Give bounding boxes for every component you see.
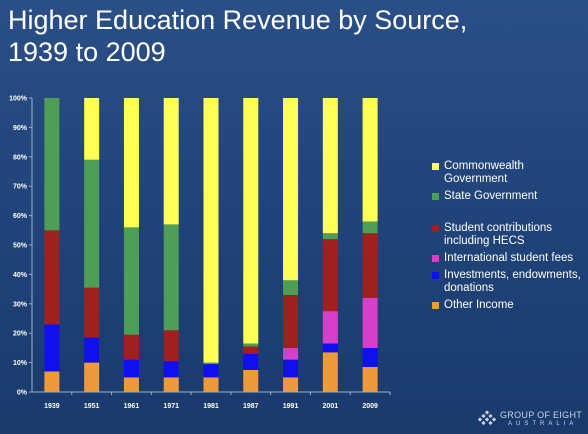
- bar-segment: [44, 371, 60, 392]
- y-tick-label: 10%: [13, 360, 28, 367]
- logo-subtext: AUSTRALIA: [508, 421, 578, 427]
- bar-segment: [243, 369, 259, 392]
- bar-segment: [123, 227, 139, 335]
- legend-label-student-contributions: Student contributions including HECS: [444, 222, 553, 247]
- bar-segment: [322, 311, 338, 344]
- bar-segment: [362, 98, 378, 222]
- x-tick-label: 1971: [163, 403, 179, 410]
- x-tick-label: 1939: [44, 403, 60, 410]
- legend-item-student-contributions: Student contributions including HECS: [432, 222, 588, 248]
- bar-segment: [243, 343, 259, 347]
- bar-segment: [123, 359, 139, 378]
- bar-segment: [44, 98, 60, 231]
- bar-segment: [203, 377, 219, 392]
- y-tick-label: 70%: [13, 184, 28, 191]
- bar-segment: [283, 294, 299, 348]
- legend-label-commonwealth: Commonwealth Government: [444, 160, 524, 185]
- bar-segment: [362, 347, 378, 368]
- x-tick-label: 2001: [323, 403, 339, 410]
- legend-swatch-international: [432, 255, 439, 262]
- x-tick-label: 1991: [283, 403, 299, 410]
- bar-segment: [163, 330, 179, 362]
- legend-label-international: International student fees: [444, 252, 574, 264]
- legend-swatch-student-contributions: [432, 225, 439, 232]
- x-axis-labels: 1939 1951 1961 1971 1981 1987 1991 2001 2009: [44, 403, 378, 410]
- bar-segment: [123, 334, 139, 360]
- bar-segment: [283, 377, 299, 392]
- legend-swatch-investments: [432, 272, 439, 279]
- bar-segment: [123, 377, 139, 392]
- y-tick-label: 80%: [13, 154, 28, 161]
- bar-segment: [322, 233, 338, 240]
- bar-segment: [84, 337, 100, 363]
- y-tick-label: 30%: [13, 301, 28, 308]
- legend-item-investments: Investments, endowments, donations: [432, 269, 588, 295]
- bar-segment: [44, 230, 60, 325]
- y-tick-label: 60%: [13, 213, 28, 220]
- bar-segment: [283, 280, 299, 295]
- bar-segment: [283, 347, 299, 360]
- legend-label-other-income: Other Income: [444, 299, 514, 311]
- legend-swatch-commonwealth: [432, 163, 439, 170]
- bar-segment: [243, 98, 259, 344]
- x-tick-label: 1981: [203, 403, 219, 410]
- bar-segment: [322, 352, 338, 392]
- chart-legend: Commonwealth Government State Government…: [432, 160, 588, 312]
- bar-segment: [84, 98, 100, 160]
- group-of-eight-logo: GROUP OF EIGHT AUSTRALIA: [478, 410, 586, 432]
- bar-segment: [163, 98, 179, 225]
- chart-bars: [44, 98, 378, 392]
- x-tick-label: 2009: [362, 403, 378, 410]
- logo-text: GROUP OF EIGHT: [500, 410, 583, 420]
- y-tick-label: 20%: [13, 331, 28, 338]
- legend-item-state: State Government: [432, 190, 588, 203]
- title-line-1: Higher Education Revenue by Source,: [8, 5, 468, 35]
- bar-segment: [322, 98, 338, 234]
- bar-segment: [243, 346, 259, 354]
- bar-segment: [123, 98, 139, 228]
- legend-swatch-other-income: [432, 302, 439, 309]
- bar-segment: [203, 362, 219, 365]
- bar-segment: [322, 343, 338, 353]
- legend-item-international: International student fees: [432, 252, 588, 265]
- legend-label-state: State Government: [444, 190, 538, 202]
- bar-segment: [362, 233, 378, 298]
- legend-item-commonwealth: Commonwealth Government: [432, 160, 588, 186]
- logo-mark-icon: [478, 410, 496, 426]
- x-tick-label: 1987: [243, 403, 259, 410]
- x-tick-label: 1961: [124, 403, 140, 410]
- chart-title: Higher Education Revenue by Source, 1939…: [8, 4, 568, 68]
- y-tick-label: 50%: [13, 243, 28, 250]
- y-tick-label: 90%: [13, 125, 28, 132]
- bar-segment: [44, 324, 60, 372]
- bar-segment: [362, 221, 378, 234]
- y-tick-label: 0%: [17, 390, 28, 397]
- title-line-2: 1939 to 2009: [8, 37, 166, 67]
- bar-segment: [84, 362, 100, 392]
- bar-segment: [84, 287, 100, 338]
- bar-segment: [283, 98, 299, 281]
- bar-segment: [203, 98, 219, 363]
- bar-segment: [163, 377, 179, 392]
- y-axis-labels: 0% 10% 20% 30% 40% 50% 60% 70% 80% 90% 100%: [9, 96, 28, 397]
- bar-segment: [84, 159, 100, 288]
- x-tick-label: 1951: [84, 403, 100, 410]
- bar-segment: [243, 353, 259, 370]
- bar-segment: [362, 367, 378, 392]
- bar-segment: [362, 297, 378, 348]
- y-tick-label: 40%: [13, 272, 28, 279]
- y-tick-label: 100%: [9, 96, 28, 103]
- bar-segment: [163, 361, 179, 378]
- legend-label-investments: Investments, endowments, donations: [444, 269, 581, 294]
- bar-segment: [322, 239, 338, 312]
- bar-segment: [163, 224, 179, 331]
- legend-item-other-income: Other Income: [432, 299, 588, 312]
- bar-segment: [203, 364, 219, 378]
- legend-swatch-state: [432, 193, 439, 200]
- bar-segment: [283, 359, 299, 378]
